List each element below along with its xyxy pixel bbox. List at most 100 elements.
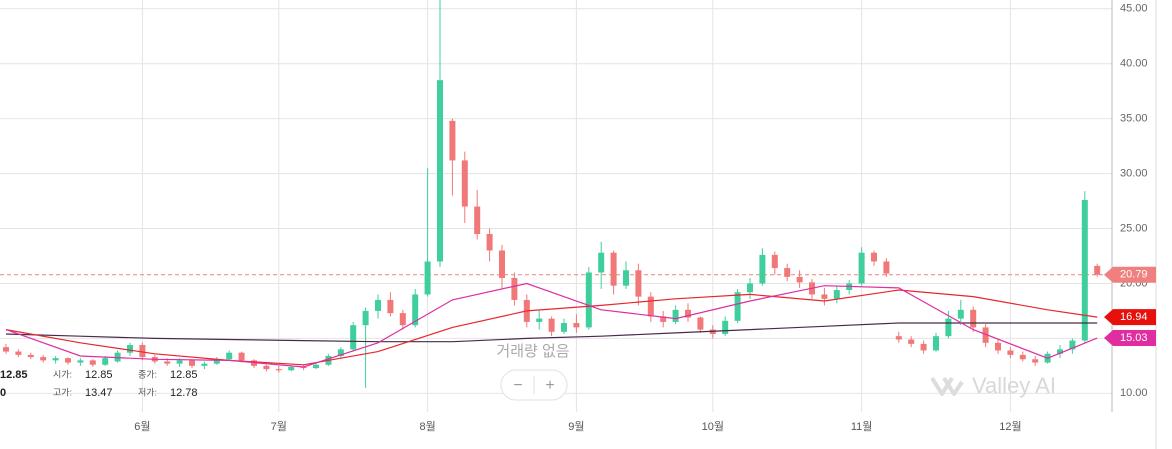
zoom-in[interactable]: + <box>545 377 554 394</box>
y-tick-label: 10.00 <box>1120 387 1148 399</box>
candle-body <box>747 283 753 293</box>
candle-body <box>970 309 977 328</box>
zoom-out[interactable]: − <box>513 377 522 394</box>
candle-body <box>27 354 34 358</box>
info-value: 0 <box>0 387 6 399</box>
candle-body <box>796 276 803 283</box>
price-label: 15.03 <box>1120 332 1148 344</box>
candle-body <box>263 365 270 370</box>
candle-body <box>685 309 691 318</box>
y-tick-label: 25.00 <box>1120 222 1148 234</box>
candle-body <box>127 344 133 353</box>
zoom-control: − + <box>500 369 568 401</box>
candle-body <box>449 120 456 161</box>
price-flag <box>1104 309 1156 326</box>
candle-body <box>424 261 431 295</box>
candle-body <box>213 359 220 364</box>
candle-body <box>3 347 9 352</box>
candle-body <box>1094 265 1101 275</box>
candle-body <box>821 294 828 299</box>
brand-icon <box>930 376 964 396</box>
info-key: 시가: <box>53 369 72 379</box>
moving-average <box>5 289 1098 366</box>
y-tick-label: 40.00 <box>1120 58 1148 70</box>
x-tick-label: 7월 <box>271 420 287 433</box>
candle-body <box>65 358 71 363</box>
candle-body <box>337 349 344 356</box>
candle-body <box>920 343 927 351</box>
x-tick-label: 9월 <box>568 420 584 433</box>
candle-body <box>784 268 791 277</box>
y-tick-label: 45.00 <box>1120 3 1148 15</box>
candle-body <box>734 292 741 321</box>
info-key: 종가: <box>138 369 157 379</box>
brand-text: Valley AI <box>972 373 1056 398</box>
info-value: 12.85 <box>85 369 113 381</box>
candle-body <box>759 254 766 284</box>
candle-body <box>461 160 468 207</box>
candle-body <box>164 361 171 364</box>
candle-body <box>1019 354 1026 360</box>
candle-body <box>77 360 84 363</box>
y-tick-label: 30.00 <box>1120 167 1148 179</box>
info-value: 12.78 <box>170 387 198 399</box>
candle-body <box>350 325 357 350</box>
candle-body <box>511 277 518 300</box>
candle-body <box>399 313 406 326</box>
candle-body <box>1081 199 1088 341</box>
candle-body <box>474 206 481 235</box>
candle-body <box>871 252 877 262</box>
candle-body <box>238 352 245 361</box>
info-panel: 12.85 시가: 12.85 종가: 12.85 0 고가: 13.47 저가… <box>0 369 198 399</box>
x-tick-label: 10월 <box>702 420 724 433</box>
candle-body <box>412 294 419 326</box>
candle-body <box>635 270 642 297</box>
watermark: 거래량 없음 <box>496 343 569 360</box>
candle-body <box>883 261 890 274</box>
candle-body <box>623 270 629 286</box>
info-value: 13.47 <box>85 387 113 399</box>
candle-body <box>362 310 369 326</box>
candle-body <box>908 339 915 344</box>
candle-body <box>957 309 964 319</box>
candle-body <box>945 318 952 337</box>
candle-body <box>585 272 592 328</box>
x-tick-label: 6월 <box>134 420 150 433</box>
candle-body <box>437 80 443 262</box>
candle-body <box>697 317 704 330</box>
candle-body <box>499 250 505 278</box>
candle-body <box>1069 340 1076 350</box>
candle-body <box>548 318 555 332</box>
candle-body <box>1007 350 1014 355</box>
candle-body <box>833 290 840 299</box>
info-key: 고가: <box>53 387 72 397</box>
candle-body <box>486 234 493 251</box>
candle-body <box>858 252 865 284</box>
candle-body <box>995 342 1001 351</box>
info-value: 12.85 <box>0 369 28 381</box>
price-label: 20.79 <box>1120 269 1148 281</box>
candle-body <box>275 369 282 371</box>
candle-body <box>139 344 146 358</box>
axis: 10.0015.0020.0025.0030.0035.0040.0045.00… <box>134 3 1156 433</box>
candle-body <box>176 360 183 364</box>
plot <box>3 0 1101 388</box>
candle-body <box>561 323 567 332</box>
candle-body <box>387 299 394 314</box>
candle-body <box>102 358 109 365</box>
y-tick-label: 35.00 <box>1120 113 1148 125</box>
brand: Valley AI <box>930 373 1056 398</box>
candle-body <box>15 351 22 355</box>
candle-body <box>52 358 59 361</box>
candle-body <box>375 299 381 311</box>
candle-body <box>598 252 605 273</box>
info-key: 저가: <box>138 387 157 397</box>
candle-body <box>313 364 319 369</box>
candle-body <box>771 254 778 269</box>
candle-body <box>660 316 667 322</box>
x-tick-label: 11월 <box>851 420 873 433</box>
candle-body <box>895 336 902 340</box>
candle-body <box>226 352 233 360</box>
